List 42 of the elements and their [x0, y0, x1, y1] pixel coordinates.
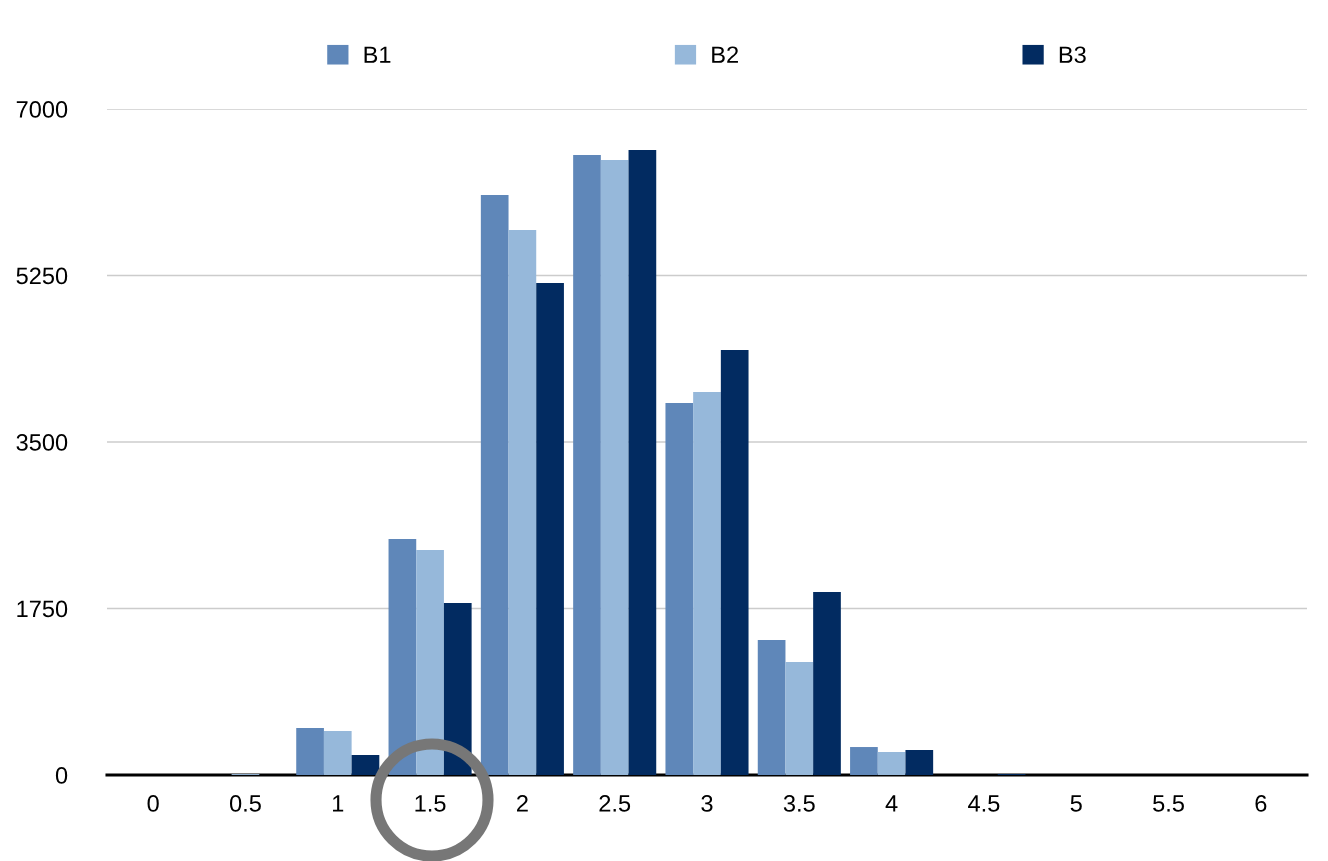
x-tick-label: 1	[333, 795, 344, 812]
y-tick-label: 7000	[16, 101, 68, 118]
bar	[573, 155, 601, 775]
y-tick-label: 0	[55, 767, 68, 784]
bar	[785, 661, 814, 775]
x-tick-label: 1.5	[415, 795, 446, 812]
legend-label: B3	[1059, 46, 1086, 64]
bar	[850, 747, 878, 775]
bar	[388, 539, 417, 775]
x-tick-label: 3	[701, 795, 713, 812]
x-tick-label: 2.5	[599, 795, 631, 812]
bar	[813, 592, 841, 775]
bar	[480, 195, 509, 775]
y-tick-label: 1750	[17, 600, 68, 618]
x-tick-label: 5.5	[1153, 795, 1184, 812]
x-tick-label: 2	[517, 795, 528, 812]
x-tick-label: 0	[147, 795, 159, 812]
bar	[905, 749, 934, 775]
x-tick-label: 6	[1255, 795, 1267, 812]
bar	[877, 751, 906, 775]
bar	[351, 755, 380, 775]
bar	[323, 731, 352, 775]
x-tick-label: 0.5	[229, 795, 261, 812]
bar	[536, 283, 564, 775]
x-tick-label: 3.5	[783, 795, 815, 812]
x-tick-label: 4	[885, 795, 898, 812]
bar	[628, 150, 657, 775]
bar	[665, 402, 694, 775]
bar	[757, 639, 786, 775]
bar	[416, 549, 444, 775]
legend-label: B1	[364, 46, 391, 63]
y-tick-label: 3500	[16, 434, 68, 451]
legend-label: B2	[712, 46, 738, 63]
bar	[508, 230, 537, 775]
y-tick-label: 5250	[16, 267, 68, 285]
bar	[296, 728, 324, 775]
x-tick-label: 5	[1070, 795, 1082, 812]
bar	[693, 392, 721, 775]
bar	[720, 350, 749, 775]
bar	[600, 160, 629, 775]
bar	[443, 602, 472, 775]
x-tick-label: 4.5	[968, 795, 1000, 812]
